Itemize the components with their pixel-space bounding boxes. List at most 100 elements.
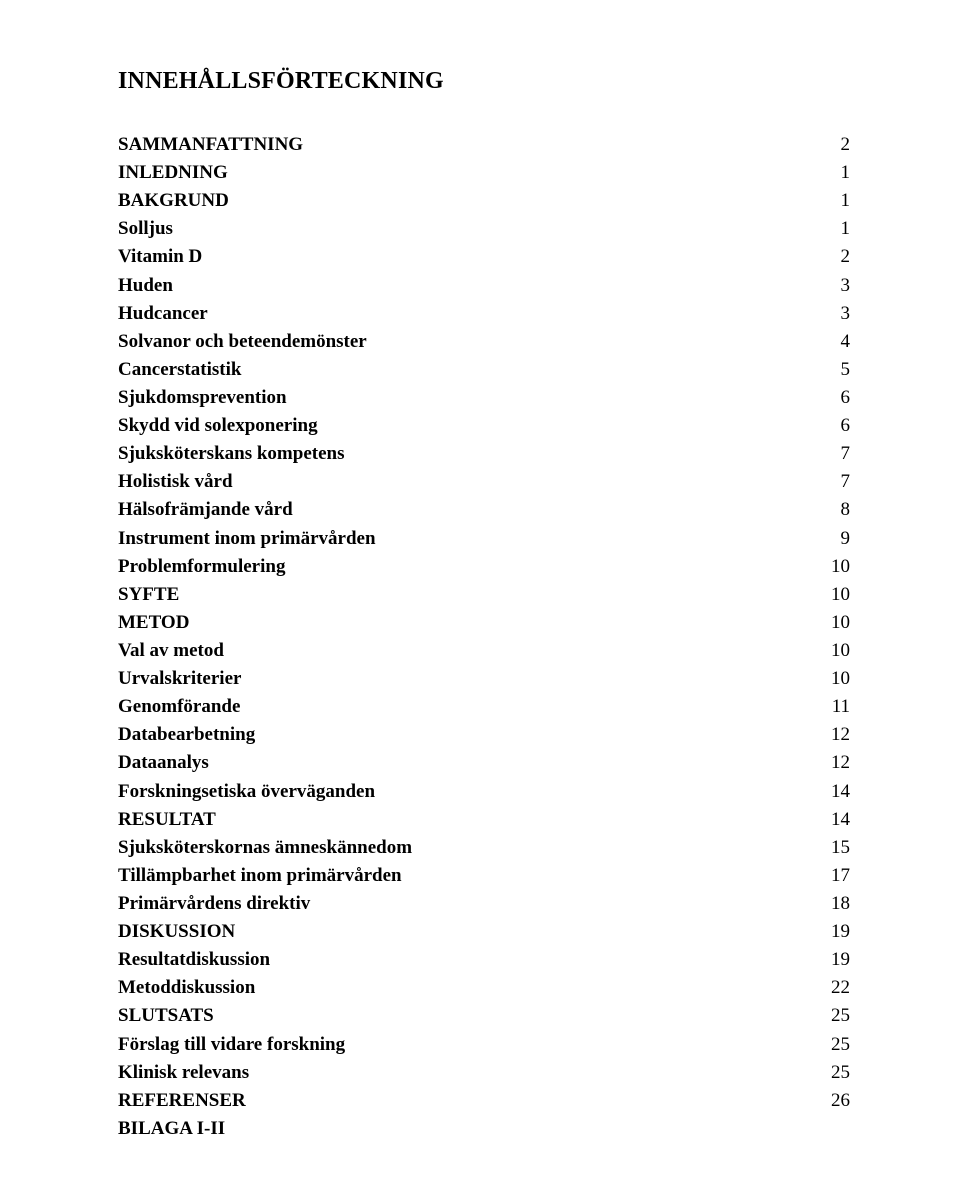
toc-entry-label: Databearbetning <box>118 721 255 749</box>
toc-entry: SLUTSATS 25 <box>118 1002 850 1030</box>
toc-entry: Val av metod 10 <box>118 637 850 665</box>
toc-entry-page: 18 <box>819 890 850 918</box>
toc-entry-page: 5 <box>829 356 851 384</box>
toc-entry-page: 26 <box>819 1087 850 1115</box>
toc-entry: Hudcancer3 <box>118 300 850 328</box>
toc-entry-label: SYFTE <box>118 581 179 609</box>
toc-entry-label: SLUTSATS <box>118 1002 214 1030</box>
toc-entry-label: Urvalskriterier <box>118 665 241 693</box>
toc-entry: Problemformulering 10 <box>118 553 850 581</box>
toc-entry-page: 3 <box>829 300 851 328</box>
toc-entry-label: Primärvårdens direktiv <box>118 890 310 918</box>
toc-entry-label: Holistisk vård <box>118 468 233 496</box>
toc-entry-page: 1 <box>829 159 851 187</box>
toc-entry-page: 6 <box>829 384 851 412</box>
toc-entry-page: 1 <box>829 187 851 215</box>
toc-entry-label: Sjuksköterskornas ämneskännedom <box>118 834 412 862</box>
toc-entry-label: Metoddiskussion <box>118 974 255 1002</box>
toc-entry: Vitamin D 2 <box>118 243 850 271</box>
toc-entry: Solljus1 <box>118 215 850 243</box>
toc-entry-page: 6 <box>829 412 851 440</box>
toc-entry: Primärvårdens direktiv 18 <box>118 890 850 918</box>
document-page: INNEHÅLLSFÖRTECKNING SAMMANFATTNING2INLE… <box>0 0 960 1203</box>
toc-entry-label: REFERENSER <box>118 1087 246 1115</box>
toc-entry-label: Resultatdiskussion <box>118 946 270 974</box>
toc-entry-label: Instrument inom primärvården <box>118 525 376 553</box>
toc-entry: SYFTE 10 <box>118 581 850 609</box>
toc-entry: REFERENSER 26 <box>118 1087 850 1115</box>
toc-entry: DISKUSSION 19 <box>118 918 850 946</box>
toc-entry: Skydd vid solexponering 6 <box>118 412 850 440</box>
toc-entry-label: Cancerstatistik <box>118 356 241 384</box>
toc-entry-label: DISKUSSION <box>118 918 235 946</box>
toc-entry: Holistisk vård 7 <box>118 468 850 496</box>
toc-entry-page: 2 <box>829 243 851 271</box>
toc-entry-page: 12 <box>819 721 850 749</box>
toc-entry: Tillämpbarhet inom primärvården17 <box>118 862 850 890</box>
toc-entry-label: BILAGA I-II <box>118 1115 225 1143</box>
toc-entry: Sjuksköterskornas ämneskännedom15 <box>118 834 850 862</box>
toc-entry-page: 19 <box>819 946 850 974</box>
toc-entry-label: Hälsofrämjande vård <box>118 496 293 524</box>
toc-entry: METOD 10 <box>118 609 850 637</box>
toc-entry: Dataanalys 12 <box>118 749 850 777</box>
toc-entry-label: BAKGRUND <box>118 187 229 215</box>
toc-entry-page: 12 <box>819 749 850 777</box>
toc-entry-page: 7 <box>829 440 851 468</box>
toc-entry: RESULTAT 14 <box>118 806 850 834</box>
table-of-contents: SAMMANFATTNING2INLEDNING1BAKGRUND1Sollju… <box>118 131 850 1143</box>
toc-entry-label: Val av metod <box>118 637 224 665</box>
toc-entry: Huden 3 <box>118 272 850 300</box>
toc-entry-label: Forskningsetiska överväganden <box>118 778 375 806</box>
toc-entry-page: 25 <box>819 1059 850 1087</box>
toc-entry: Sjuksköterskans kompetens 7 <box>118 440 850 468</box>
toc-entry-label: Skydd vid solexponering <box>118 412 318 440</box>
toc-entry-page: 25 <box>819 1031 850 1059</box>
toc-entry: Databearbetning 12 <box>118 721 850 749</box>
toc-entry-page: 10 <box>819 581 850 609</box>
toc-entry-page: 10 <box>819 665 850 693</box>
toc-entry: BILAGA I-II <box>118 1115 850 1143</box>
toc-entry-label: Solljus <box>118 215 173 243</box>
toc-entry: Instrument inom primärvården 9 <box>118 525 850 553</box>
toc-entry-page: 10 <box>819 553 850 581</box>
toc-entry: Metoddiskussion 22 <box>118 974 850 1002</box>
toc-entry-label: Problemformulering <box>118 553 285 581</box>
toc-entry-page: 17 <box>819 862 850 890</box>
toc-entry-label: METOD <box>118 609 189 637</box>
toc-entry-label: Huden <box>118 272 173 300</box>
toc-entry-label: Sjukdomsprevention <box>118 384 287 412</box>
toc-entry: Solvanor och beteendemönster 4 <box>118 328 850 356</box>
toc-entry-page: 22 <box>819 974 850 1002</box>
toc-entry-label: Genomförande <box>118 693 240 721</box>
toc-entry: Genomförande 11 <box>118 693 850 721</box>
toc-entry-page: 4 <box>829 328 851 356</box>
toc-entry: Sjukdomsprevention 6 <box>118 384 850 412</box>
toc-entry-label: Klinisk relevans <box>118 1059 249 1087</box>
toc-entry-label: Solvanor och beteendemönster <box>118 328 367 356</box>
toc-entry-page: 10 <box>819 609 850 637</box>
toc-entry-page: 10 <box>819 637 850 665</box>
toc-entry: Forskningsetiska överväganden14 <box>118 778 850 806</box>
toc-entry: Hälsofrämjande vård8 <box>118 496 850 524</box>
toc-entry: Cancerstatistik 5 <box>118 356 850 384</box>
toc-entry-label: Sjuksköterskans kompetens <box>118 440 344 468</box>
toc-entry-label: SAMMANFATTNING <box>118 131 303 159</box>
toc-entry-page: 11 <box>820 693 850 721</box>
toc-entry-page: 25 <box>819 1002 850 1030</box>
toc-entry-label: Dataanalys <box>118 749 209 777</box>
page-title: INNEHÅLLSFÖRTECKNING <box>118 68 850 95</box>
toc-entry-label: Vitamin D <box>118 243 202 271</box>
toc-entry: Resultatdiskussion 19 <box>118 946 850 974</box>
toc-entry-label: RESULTAT <box>118 806 216 834</box>
toc-entry-page: 7 <box>829 468 851 496</box>
toc-entry-page: 3 <box>829 272 851 300</box>
toc-entry-page: 9 <box>829 525 851 553</box>
toc-entry: Klinisk relevans 25 <box>118 1059 850 1087</box>
toc-entry-page: 14 <box>819 806 850 834</box>
toc-entry-label: Förslag till vidare forskning <box>118 1031 345 1059</box>
toc-entry: Förslag till vidare forskning 25 <box>118 1031 850 1059</box>
toc-entry: Urvalskriterier 10 <box>118 665 850 693</box>
toc-entry-page: 2 <box>829 131 851 159</box>
toc-entry-page: 19 <box>819 918 850 946</box>
